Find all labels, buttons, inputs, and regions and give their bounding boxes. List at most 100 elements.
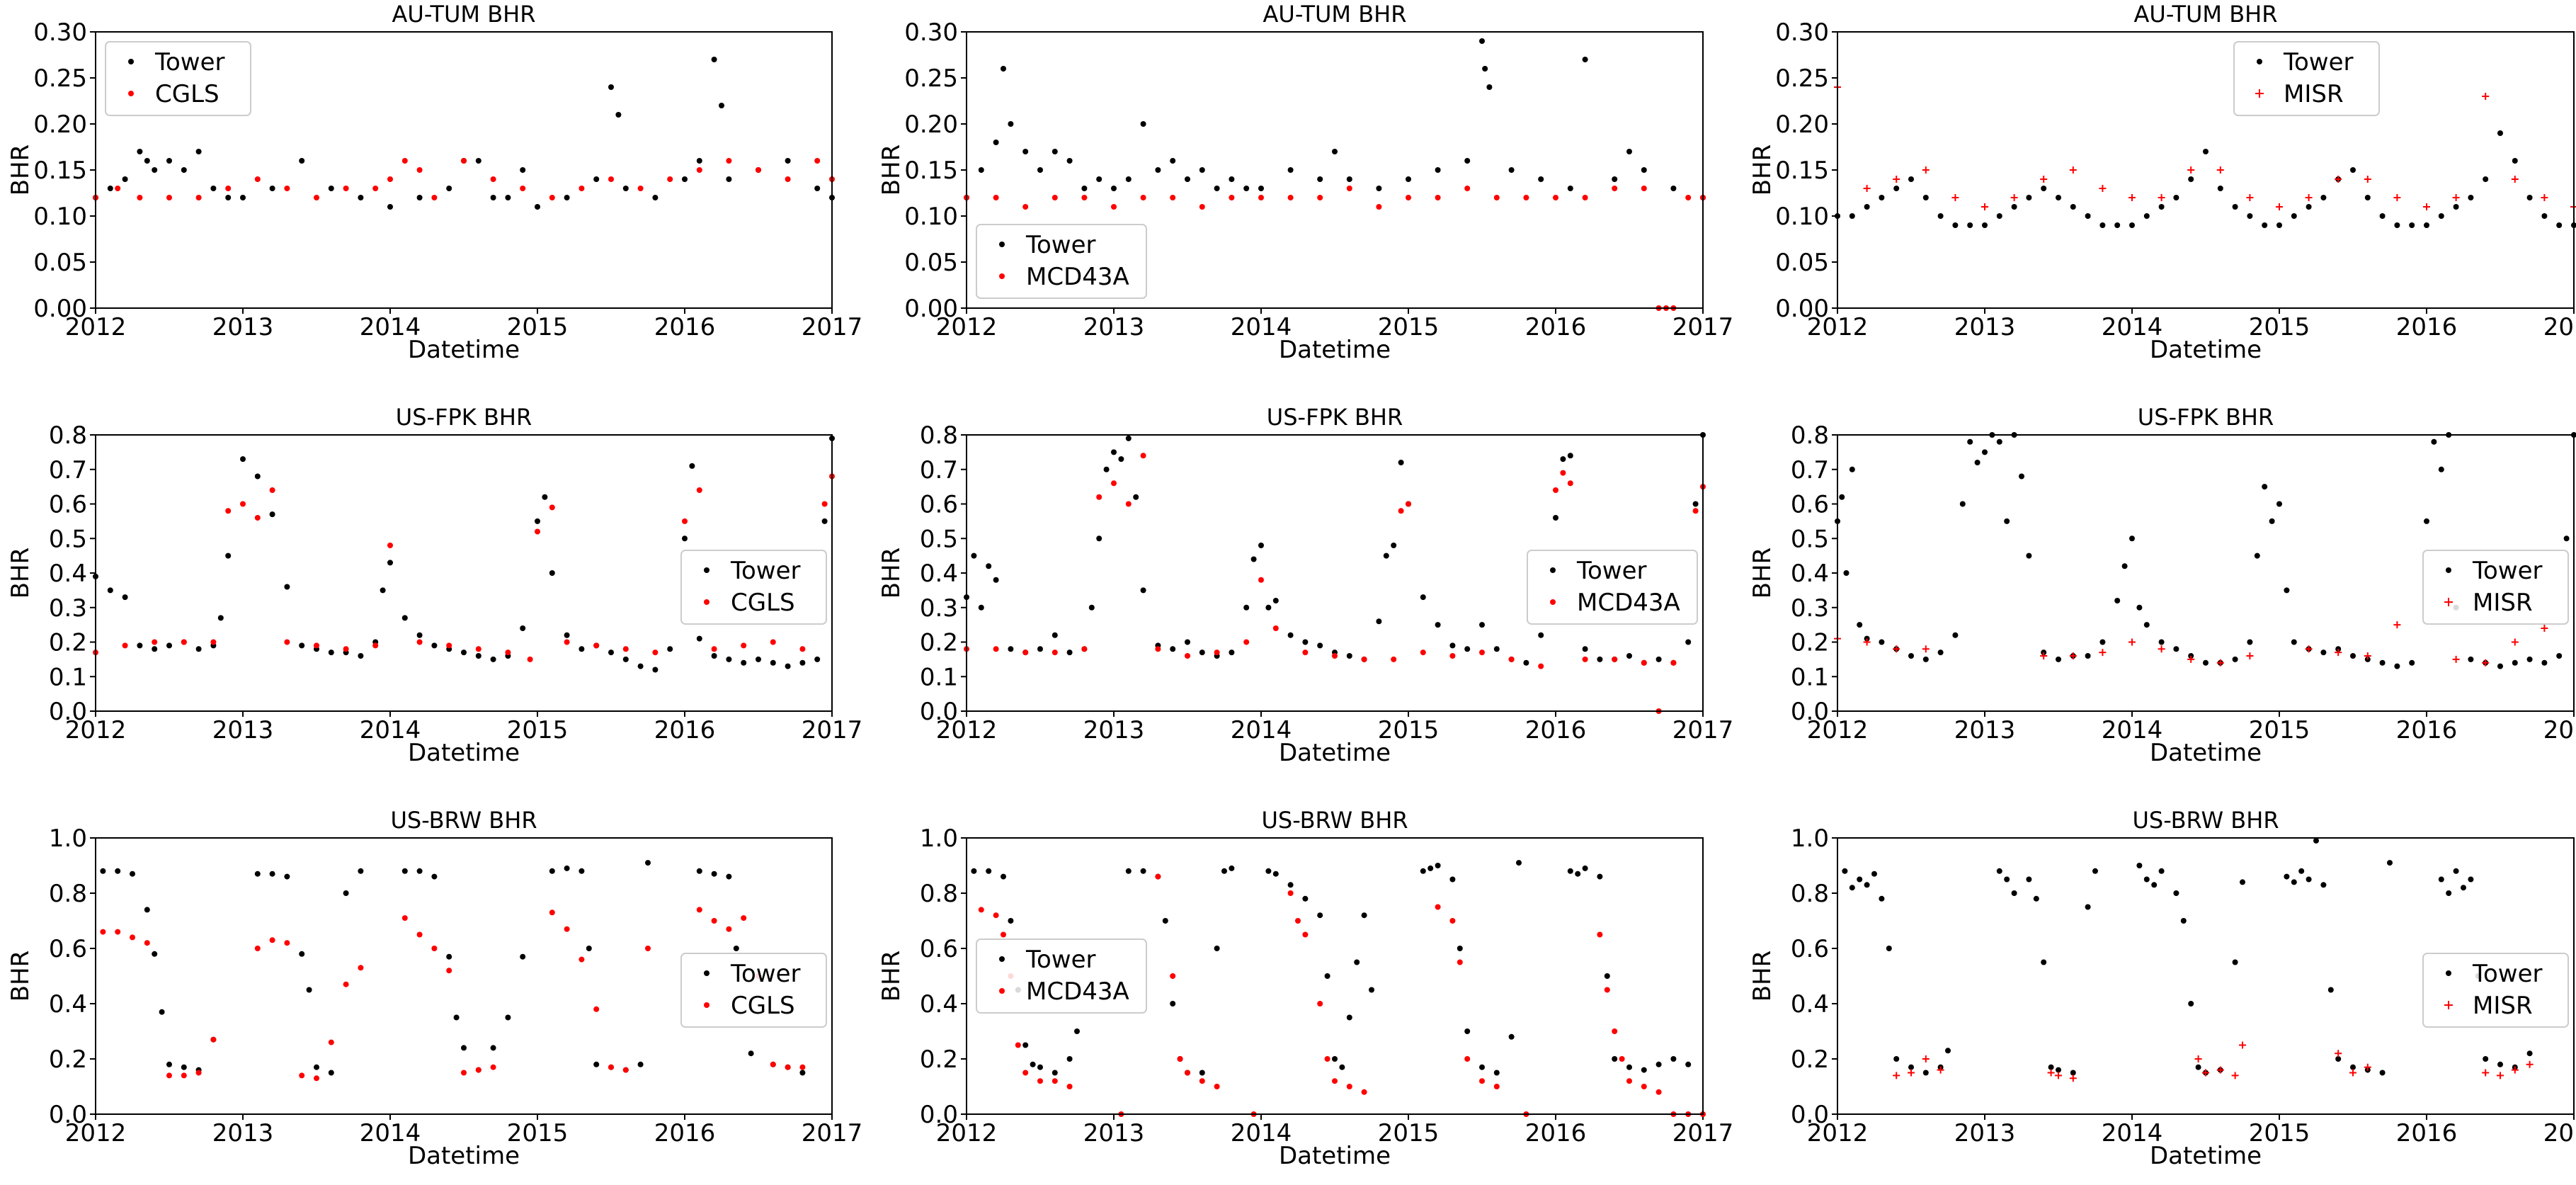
data-point xyxy=(2320,195,2327,200)
data-point xyxy=(1893,645,1900,653)
data-point xyxy=(181,639,187,645)
data-point xyxy=(652,650,659,656)
series-tower xyxy=(100,860,806,1076)
data-point xyxy=(2085,653,2091,659)
x-tick-label: 2012 xyxy=(936,313,998,341)
data-point xyxy=(1893,1056,1900,1062)
x-axis-label: Datetime xyxy=(1279,336,1391,364)
data-point xyxy=(689,463,695,469)
data-point xyxy=(1959,501,1966,507)
data-point xyxy=(1022,149,1029,154)
data-point xyxy=(2305,645,2313,653)
y-axis-label: BHR xyxy=(6,548,35,599)
data-point xyxy=(622,186,629,191)
data-point xyxy=(314,195,319,200)
data-point xyxy=(475,1067,481,1073)
data-point xyxy=(741,915,747,922)
data-point xyxy=(2011,890,2017,896)
data-point xyxy=(358,868,364,874)
data-point xyxy=(2291,213,2297,219)
data-point xyxy=(2350,1064,2356,1070)
data-point xyxy=(152,167,158,173)
y-tick-label: 0.7 xyxy=(920,456,958,484)
data-point xyxy=(1597,931,1603,938)
data-point xyxy=(1140,868,1146,874)
legend-marker xyxy=(704,567,709,573)
data-point xyxy=(343,890,349,896)
data-point xyxy=(1523,659,1529,666)
data-point xyxy=(328,1039,334,1045)
data-point xyxy=(2364,652,2371,659)
data-point xyxy=(225,552,232,559)
series-cgls xyxy=(100,907,806,1082)
data-point xyxy=(637,1061,644,1067)
data-point xyxy=(1479,650,1485,656)
data-point xyxy=(1406,501,1411,507)
data-point xyxy=(1081,195,1088,200)
y-tick-label: 0.4 xyxy=(920,560,958,588)
data-point xyxy=(2497,130,2503,136)
data-point xyxy=(240,195,246,200)
y-tick-label: 0.0 xyxy=(1791,1101,1829,1129)
plot-frame xyxy=(966,434,1704,712)
data-point xyxy=(2291,879,2297,885)
data-point xyxy=(1361,912,1367,919)
data-point xyxy=(993,577,999,583)
data-point xyxy=(314,642,319,649)
data-point xyxy=(1170,1001,1176,1007)
subplot-us-brw-cgls: US-BRW BHR BHR Datetime 0.0 0.2 0.4 0.6 0.8 1.0 2… xyxy=(6,807,862,1170)
data-point xyxy=(2497,1072,2504,1079)
data-point xyxy=(152,639,158,645)
data-point xyxy=(1952,632,1959,638)
legend-marker xyxy=(128,91,134,96)
subplot-title: US-FPK BHR xyxy=(2138,404,2274,431)
legend: Tower CGLS xyxy=(105,41,251,116)
data-point xyxy=(446,186,452,191)
data-point xyxy=(1155,646,1161,652)
data-point xyxy=(1951,194,1959,201)
data-point xyxy=(748,1050,754,1057)
data-point xyxy=(1185,653,1190,659)
legend-marker xyxy=(2444,1001,2453,1009)
data-point xyxy=(1538,632,1544,638)
data-point xyxy=(1553,515,1558,521)
data-point xyxy=(2556,653,2563,659)
legend-marker xyxy=(704,1002,709,1008)
data-point xyxy=(1567,186,1573,191)
legend-label: Tower xyxy=(2472,960,2543,988)
data-point xyxy=(1641,659,1647,666)
data-point xyxy=(2202,1069,2209,1077)
x-tick-label: 2016 xyxy=(654,1119,716,1147)
x-axis-label: Datetime xyxy=(408,336,520,364)
x-tick-label: 2012 xyxy=(1807,716,1869,744)
data-point xyxy=(1893,1072,1900,1079)
y-tick-label: 1.0 xyxy=(920,824,958,853)
data-point xyxy=(1967,222,1973,228)
data-point xyxy=(1096,176,1102,182)
data-point xyxy=(1361,656,1367,662)
data-point xyxy=(1886,946,1892,951)
data-point xyxy=(446,953,452,960)
y-tick-label: 0.1 xyxy=(49,663,87,691)
data-point xyxy=(726,176,732,182)
y-tick-label: 0.00 xyxy=(1775,295,1829,323)
data-point xyxy=(579,186,585,191)
data-point xyxy=(1066,1084,1073,1089)
data-point xyxy=(2092,868,2098,874)
x-tick-label: 2014 xyxy=(360,1119,421,1147)
data-point xyxy=(1272,598,1279,603)
legend-box xyxy=(976,939,1147,1014)
data-point xyxy=(1081,186,1088,191)
data-point xyxy=(2040,652,2048,659)
data-point xyxy=(1486,84,1493,90)
data-point xyxy=(667,646,673,652)
data-point xyxy=(726,926,732,932)
data-point xyxy=(431,946,438,951)
data-point xyxy=(1199,167,1205,173)
legend: Tower CGLS xyxy=(680,550,827,625)
y-tick-label: 0.5 xyxy=(920,525,958,553)
data-point xyxy=(1996,868,2002,874)
data-point xyxy=(195,1070,202,1076)
x-tick-label: 2013 xyxy=(1083,313,1145,341)
data-point xyxy=(1272,871,1279,877)
